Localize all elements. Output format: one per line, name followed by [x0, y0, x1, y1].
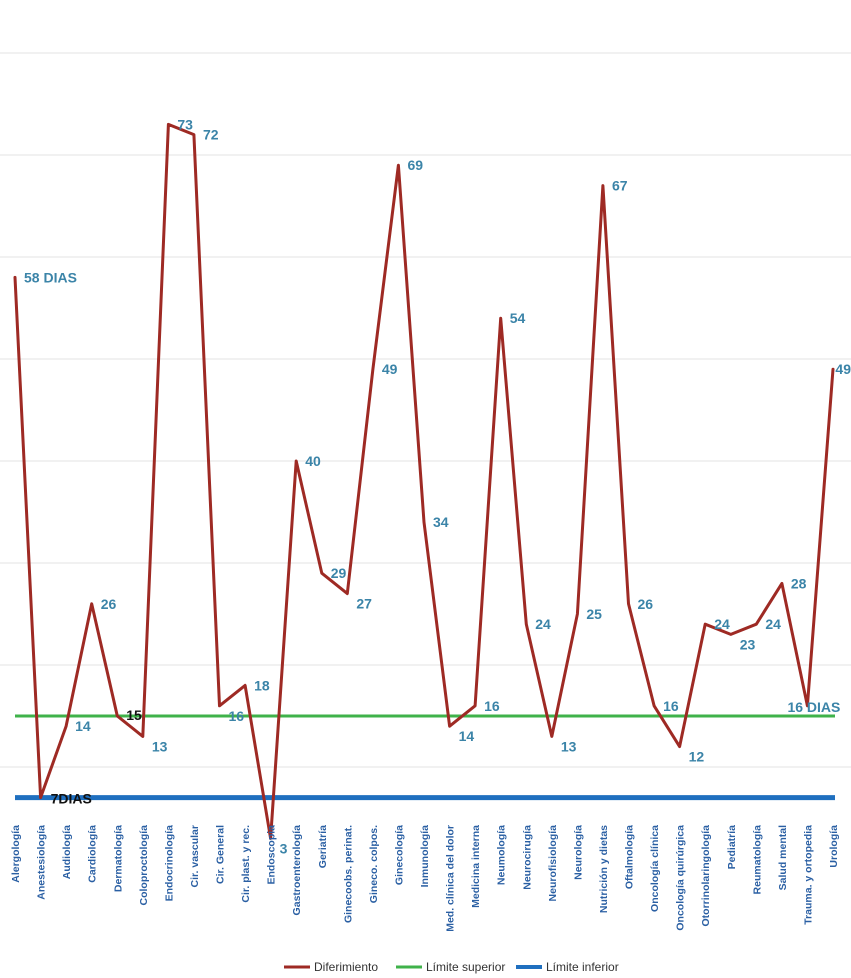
x-tick-label: Med. clínica del dolor — [445, 825, 457, 932]
data-label: 18 — [254, 677, 270, 693]
legend-label: Diferimiento — [314, 960, 378, 974]
data-label: 23 — [740, 636, 756, 652]
x-tick-label: Inmunología — [419, 825, 431, 888]
x-tick-label: Otorrinolaringología — [700, 825, 712, 927]
x-tick-label: Audiología — [61, 825, 73, 879]
data-label: 49 — [835, 361, 851, 377]
x-tick-label: Oftalmología — [624, 825, 636, 889]
data-label: 26 — [638, 596, 654, 612]
data-label: 14 — [75, 718, 91, 734]
x-tick-label: Cardiología — [87, 825, 99, 883]
x-tick-label: Nutrición y dietas — [598, 825, 610, 913]
x-tick-label: Oncología quirúrgica — [675, 825, 687, 931]
data-label: 13 — [152, 738, 168, 754]
legend-item-diferimiento: Diferimiento — [284, 960, 378, 974]
x-tick-label: Neurología — [572, 825, 584, 880]
data-label: 34 — [433, 514, 449, 530]
x-tick-label: Alergología — [10, 825, 22, 883]
x-tick-label: Gineco. colpos. — [368, 825, 380, 903]
data-label: 16 DIAS — [787, 699, 840, 715]
x-tick-label: Endoscopia — [266, 825, 278, 885]
data-label: 16 — [484, 698, 500, 714]
x-tick-label: Salud mental — [777, 825, 789, 890]
x-tick-label: Anestesiología — [36, 825, 48, 900]
limit-lines — [15, 714, 835, 801]
data-label: 7DIAS — [51, 791, 92, 807]
x-tick-label: Cir. plast. y rec. — [240, 825, 252, 903]
data-label: 28 — [791, 575, 807, 591]
data-label: 26 — [101, 596, 117, 612]
data-label: 67 — [612, 178, 628, 194]
legend-item-limite-superior: Límite superior — [396, 960, 505, 974]
x-tick-label: Neumología — [496, 825, 508, 885]
data-label: 12 — [689, 749, 705, 765]
x-tick-label: Neurocirugía — [521, 825, 533, 890]
data-label: 69 — [407, 157, 423, 173]
x-tick-label: Coloproctología — [138, 825, 150, 906]
x-tick-label: Cir. General — [215, 825, 227, 884]
x-tick-label: Pediatría — [726, 825, 738, 870]
data-label: 16 — [663, 698, 679, 714]
series-line-diferimiento — [13, 122, 835, 840]
x-tick-label: Trauma. y ortopedia — [802, 825, 814, 925]
x-tick-label: Medicina interna — [470, 825, 482, 908]
data-label: 27 — [356, 596, 372, 612]
data-label: 24 — [535, 616, 551, 632]
data-label: 13 — [561, 738, 577, 754]
legend-label: Límite inferior — [546, 960, 619, 974]
x-tick-label: Cir. vascular — [189, 825, 201, 887]
data-label: 73 — [177, 116, 193, 132]
gridlines — [0, 52, 851, 768]
x-tick-label: Oncología clínica — [649, 825, 661, 912]
data-label: 29 — [331, 565, 347, 581]
legend-item-limite-inferior: Límite inferior — [516, 960, 619, 974]
data-label: 40 — [305, 453, 321, 469]
data-label: 3 — [280, 840, 288, 856]
legend-label: Límite superior — [426, 960, 505, 974]
data-label: 49 — [382, 361, 398, 377]
x-tick-label: Neurofisiología — [547, 825, 559, 902]
data-label: 24 — [765, 616, 781, 632]
x-tick-label: Urología — [828, 825, 840, 868]
x-tick-label: Endocrinología — [163, 825, 175, 902]
x-tick-label: Geriatría — [317, 825, 329, 868]
x-tick-label: Ginecoobs. perinat. — [342, 825, 354, 923]
data-label: 58 DIAS — [24, 269, 77, 285]
x-tick-label: Ginecología — [393, 825, 405, 885]
data-labels: 58 DIAS 7DIAS 14 26 15 13 73 72 16 18 3 40 29 27 49 69 3… — [24, 116, 851, 856]
data-label: 25 — [586, 606, 602, 622]
x-tick-label: Gastroenterología — [291, 825, 303, 916]
data-label: 15 — [126, 707, 142, 723]
data-label: 24 — [714, 616, 730, 632]
data-label: 54 — [510, 310, 526, 326]
data-label: 72 — [203, 127, 219, 143]
series-line-group — [13, 122, 835, 840]
x-axis-tick-labels: Alergología Anestesiología Audiología Cardi… — [10, 825, 840, 932]
data-label: 16 — [229, 708, 245, 724]
data-label: 14 — [459, 728, 475, 744]
legend: Diferimiento Límite superior Límite inferi… — [284, 960, 619, 974]
x-tick-label: Reumatología — [751, 825, 763, 895]
x-tick-label: Dermatología — [112, 825, 124, 892]
